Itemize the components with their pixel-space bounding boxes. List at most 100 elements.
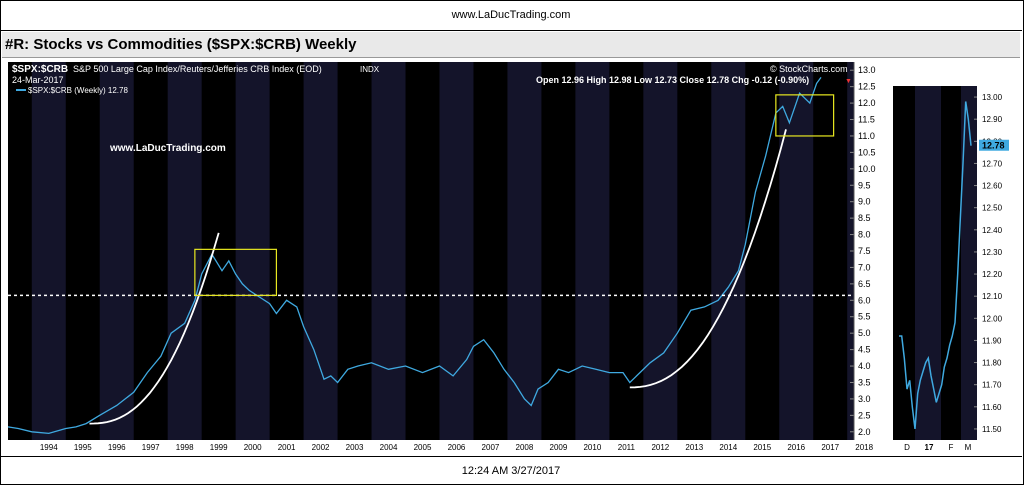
x-tick-label: 2008 xyxy=(516,443,534,452)
daily-y-tick-label: 12.20 xyxy=(982,270,1003,279)
y-tick-label: 6.5 xyxy=(858,279,871,289)
chart-exchange: INDX xyxy=(360,65,380,74)
y-tick-label: 13.0 xyxy=(858,65,876,75)
daily-y-tick-label: 12.70 xyxy=(982,159,1003,168)
y-tick-label: 10.0 xyxy=(858,164,876,174)
month-band xyxy=(961,86,977,440)
chart-description: S&P 500 Large Cap Index/Reuters/Jefferie… xyxy=(73,64,322,74)
chart-date: 24-Mar-2017 xyxy=(12,75,64,85)
x-tick-label: 2007 xyxy=(482,443,500,452)
daily-y-tick-label: 13.00 xyxy=(982,93,1003,102)
x-tick-label: 1996 xyxy=(108,443,126,452)
year-band xyxy=(99,62,134,440)
x-tick-label: 2003 xyxy=(346,443,364,452)
x-tick-label: 1998 xyxy=(176,443,194,452)
daily-y-tick-label: 12.40 xyxy=(982,226,1003,235)
footer-timestamp: 12:24 AM 3/27/2017 xyxy=(0,456,1022,485)
x-tick-label: 2001 xyxy=(278,443,296,452)
year-band xyxy=(439,62,474,440)
chart-watermark: www.LaDucTrading.com xyxy=(109,143,226,154)
header-url: www.LaDucTrading.com xyxy=(0,0,1022,31)
year-band xyxy=(575,62,610,440)
x-tick-label: 1995 xyxy=(74,443,92,452)
daily-y-tick-label: 11.90 xyxy=(982,336,1002,345)
year-band xyxy=(167,62,202,440)
y-tick-label: 12.0 xyxy=(858,98,876,108)
x-tick-label: 2000 xyxy=(244,443,262,452)
last-value-tag xyxy=(979,139,1009,151)
daily-y-tick-label: 12.60 xyxy=(982,182,1003,191)
chart-symbol: $SPX:$CRB xyxy=(12,64,68,75)
parabolic-curve-2016 xyxy=(629,129,787,389)
series-line-spx-crb xyxy=(7,77,822,435)
daily-y-tick-label: 11.50 xyxy=(982,425,1002,434)
x-tick-label: 1999 xyxy=(210,443,228,452)
year-band xyxy=(507,62,542,440)
daily-x-tick-label: D xyxy=(904,443,910,452)
y-tick-label: 12.5 xyxy=(858,82,876,92)
daily-y-tick-label: 11.60 xyxy=(982,403,1002,412)
y-tick-label: 7.0 xyxy=(858,262,871,272)
highlight-box-2000 xyxy=(194,248,278,296)
year-band xyxy=(31,62,66,440)
y-tick-label: 4.5 xyxy=(858,345,871,355)
last-value-label: 12.78 xyxy=(982,141,1005,151)
year-band xyxy=(779,62,814,440)
x-tick-label: 2016 xyxy=(787,443,805,452)
parabolic-curve-1999 xyxy=(89,232,220,425)
month-band xyxy=(915,86,941,440)
page-title: #R: Stocks vs Commodities ($SPX:$CRB) We… xyxy=(2,32,1020,58)
x-tick-label: 2006 xyxy=(448,443,466,452)
y-tick-label: 3.0 xyxy=(858,394,871,404)
y-tick-label: 11.5 xyxy=(858,115,875,125)
y-tick-label: 4.0 xyxy=(858,361,871,371)
daily-y-tick-label: 12.50 xyxy=(982,204,1003,213)
y-tick-label: 10.5 xyxy=(858,147,876,157)
year-band xyxy=(643,62,678,440)
chart-source: © StockCharts.com xyxy=(770,64,848,74)
x-tick-label: 2010 xyxy=(583,443,601,452)
x-tick-label: 2005 xyxy=(414,443,432,452)
daily-y-tick-label: 12.30 xyxy=(982,248,1003,257)
daily-x-tick-label: M xyxy=(965,443,972,452)
daily-y-tick-label: 12.90 xyxy=(982,115,1003,124)
x-tick-label: 2012 xyxy=(651,443,669,452)
year-band xyxy=(303,62,338,440)
daily-x-tick-label: 17 xyxy=(925,443,934,452)
x-tick-label: 2002 xyxy=(312,443,330,452)
x-tick-label: 2013 xyxy=(685,443,703,452)
chart-ohlc: Open 12.96 High 12.98 Low 12.73 Close 12… xyxy=(536,75,809,85)
y-tick-label: 2.0 xyxy=(858,427,871,437)
y-tick-label: 8.0 xyxy=(858,230,871,240)
legend-label: $SPX:$CRB (Weekly) 12.78 xyxy=(28,86,128,95)
x-tick-label: 2018 xyxy=(855,443,873,452)
y-tick-label: 9.0 xyxy=(858,197,871,207)
x-tick-label: 1997 xyxy=(142,443,160,452)
y-tick-label: 3.5 xyxy=(858,377,871,387)
daily-x-tick-label: F xyxy=(949,443,954,452)
daily-y-tick-label: 11.70 xyxy=(982,381,1002,390)
series-line-daily xyxy=(899,101,972,429)
daily-y-tick-label: 11.80 xyxy=(982,359,1002,368)
x-tick-label: 2014 xyxy=(719,443,737,452)
year-band xyxy=(711,62,746,440)
y-tick-label: 9.5 xyxy=(858,180,871,190)
highlight-box-2016 xyxy=(775,94,835,137)
year-band xyxy=(371,62,406,440)
y-tick-label: 7.5 xyxy=(858,246,871,256)
y-tick-label: 6.0 xyxy=(858,295,871,305)
y-tick-label: 11.0 xyxy=(858,131,875,141)
x-tick-label: 2017 xyxy=(821,443,839,452)
x-tick-label: 2015 xyxy=(753,443,771,452)
y-tick-label: 5.0 xyxy=(858,328,871,338)
y-tick-label: 5.5 xyxy=(858,312,871,322)
y-tick-label: 2.5 xyxy=(858,410,871,420)
x-tick-label: 1994 xyxy=(40,443,58,452)
daily-y-tick-label: 12.00 xyxy=(982,314,1003,323)
x-tick-label: 2009 xyxy=(550,443,568,452)
daily-y-tick-label: 12.10 xyxy=(982,292,1003,301)
x-tick-label: 2004 xyxy=(380,443,398,452)
year-band xyxy=(235,62,270,440)
y-tick-label: 8.5 xyxy=(858,213,871,223)
